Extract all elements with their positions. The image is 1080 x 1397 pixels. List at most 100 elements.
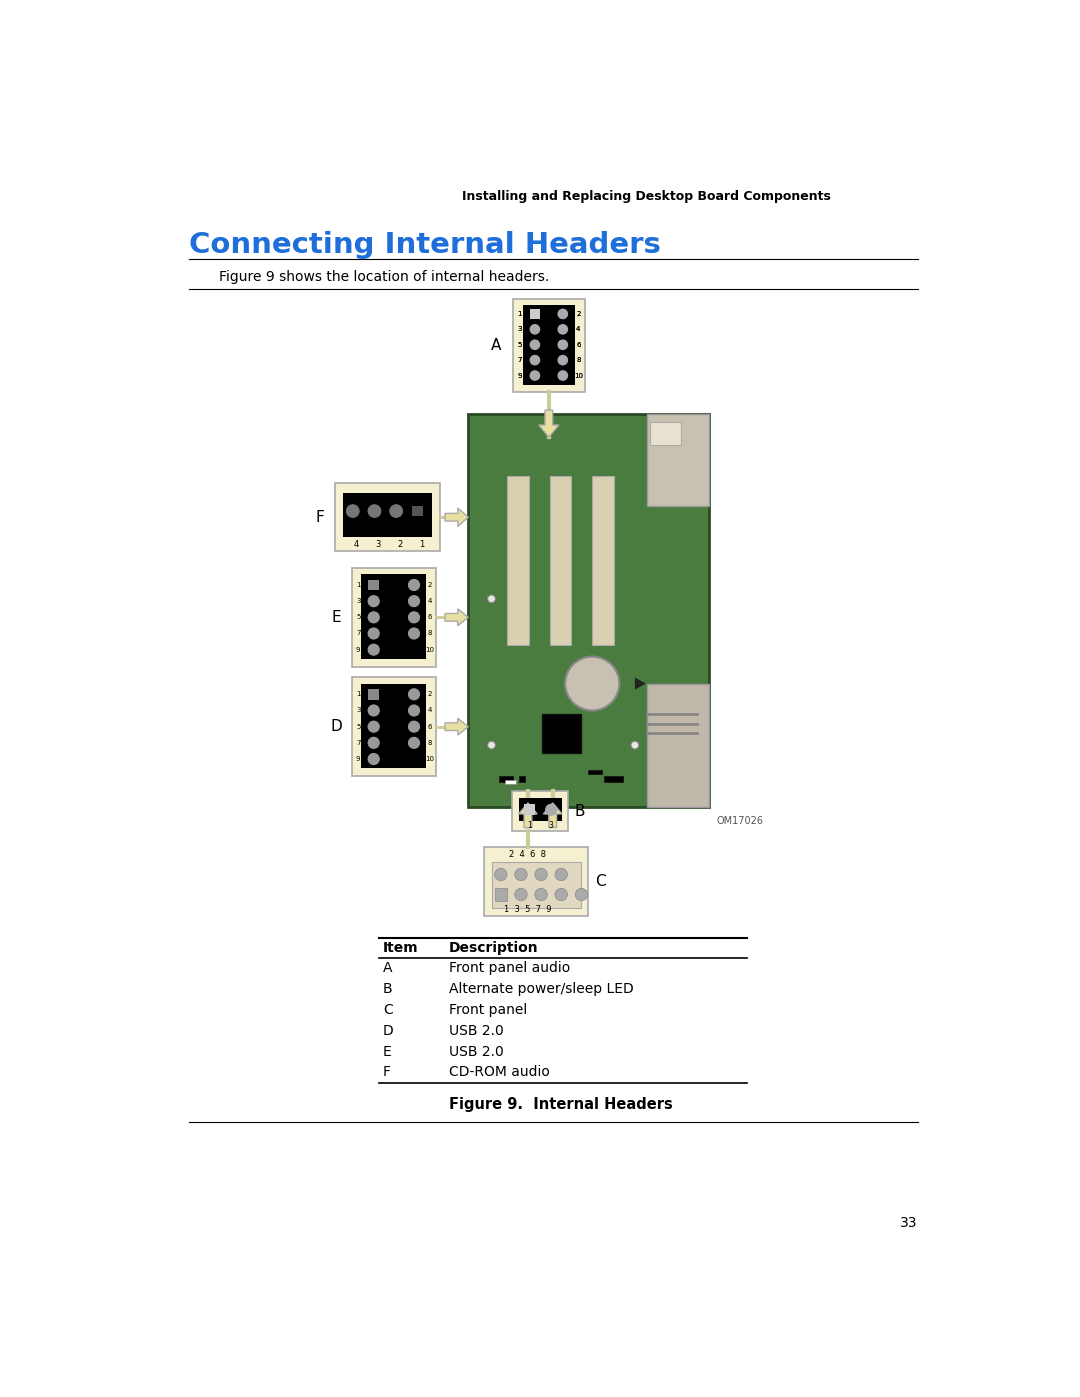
Bar [518, 798, 562, 820]
Text: 5: 5 [356, 724, 361, 729]
Text: 3: 3 [356, 598, 361, 604]
Text: 3: 3 [376, 541, 381, 549]
Text: 10: 10 [426, 756, 434, 761]
Circle shape [530, 372, 540, 380]
Text: 10: 10 [573, 373, 583, 379]
Text: USB 2.0: USB 2.0 [449, 1024, 503, 1038]
Bar [530, 309, 540, 319]
Bar [589, 770, 603, 774]
Circle shape [488, 742, 496, 749]
Text: 8: 8 [428, 630, 432, 637]
Text: 8: 8 [428, 740, 432, 746]
Text: 6: 6 [428, 615, 432, 620]
Bar [592, 475, 613, 645]
Text: CD-ROM audio: CD-ROM audio [449, 1066, 550, 1080]
Text: Alternate power/sleep LED: Alternate power/sleep LED [449, 982, 634, 996]
Text: 8: 8 [576, 358, 581, 363]
Bar [647, 683, 708, 806]
Text: 9: 9 [356, 647, 361, 652]
Text: 7: 7 [517, 358, 522, 363]
Text: 4: 4 [354, 541, 360, 549]
Text: 2  4  6  8: 2 4 6 8 [510, 849, 546, 859]
Bar [512, 791, 568, 831]
Text: Figure 9 shows the location of internal headers.: Figure 9 shows the location of internal … [218, 270, 549, 284]
Bar [650, 422, 681, 444]
Text: 3: 3 [517, 327, 522, 332]
Circle shape [408, 580, 419, 591]
Circle shape [408, 595, 419, 606]
Text: 1: 1 [527, 821, 531, 830]
Text: 9: 9 [356, 756, 361, 761]
Circle shape [515, 869, 527, 880]
Text: 6: 6 [576, 342, 581, 348]
Text: 9: 9 [517, 373, 522, 379]
Text: 1: 1 [419, 541, 424, 549]
Circle shape [530, 339, 540, 349]
Text: 6: 6 [576, 342, 581, 348]
Bar [491, 862, 581, 908]
Circle shape [368, 721, 379, 732]
Text: 1: 1 [356, 692, 361, 697]
Text: 5: 5 [517, 342, 522, 348]
Text: 6: 6 [428, 724, 432, 729]
Text: 2: 2 [428, 583, 432, 588]
Bar [484, 847, 589, 916]
Bar [513, 299, 584, 393]
Text: F: F [315, 510, 324, 525]
Text: A: A [383, 961, 392, 975]
Bar [499, 775, 513, 782]
Circle shape [408, 738, 419, 749]
Polygon shape [445, 609, 469, 626]
Text: 2: 2 [397, 541, 403, 549]
Text: Figure 9.  Internal Headers: Figure 9. Internal Headers [449, 1097, 673, 1112]
Circle shape [368, 738, 379, 749]
Text: 2: 2 [576, 312, 580, 317]
Bar [362, 574, 427, 659]
Circle shape [408, 689, 419, 700]
Bar [368, 580, 379, 591]
Text: E: E [383, 1045, 392, 1059]
Bar [505, 780, 516, 784]
Text: 4: 4 [428, 598, 432, 604]
Text: C: C [595, 875, 605, 888]
Circle shape [368, 612, 379, 623]
Text: 33: 33 [901, 1215, 918, 1229]
Circle shape [558, 355, 567, 365]
Text: 3: 3 [517, 327, 522, 332]
Polygon shape [445, 509, 469, 527]
Text: 4: 4 [428, 707, 432, 714]
Text: 1: 1 [517, 312, 522, 317]
Text: Front panel: Front panel [449, 1003, 527, 1017]
Text: USB 2.0: USB 2.0 [449, 1045, 503, 1059]
Circle shape [488, 595, 496, 602]
Bar [518, 775, 525, 782]
Bar [523, 305, 576, 384]
Text: 9: 9 [517, 373, 522, 379]
Circle shape [555, 888, 567, 901]
Text: 10: 10 [573, 373, 583, 379]
Text: 4: 4 [576, 327, 580, 332]
Text: 1  3  5  7  9: 1 3 5 7 9 [504, 905, 552, 915]
Circle shape [408, 721, 419, 732]
Circle shape [535, 869, 548, 880]
Circle shape [368, 644, 379, 655]
Circle shape [535, 888, 548, 901]
Text: 10: 10 [426, 647, 434, 652]
Text: Installing and Replacing Desktop Board Components: Installing and Replacing Desktop Board C… [462, 190, 831, 204]
Bar [647, 414, 708, 507]
Bar [335, 483, 440, 550]
Bar [352, 678, 435, 775]
Text: 7: 7 [356, 630, 361, 637]
Circle shape [368, 705, 379, 715]
Text: D: D [383, 1024, 394, 1038]
Text: F: F [383, 1066, 391, 1080]
Circle shape [631, 742, 638, 749]
Text: Description: Description [449, 940, 539, 954]
Text: A: A [491, 338, 501, 353]
Circle shape [555, 869, 567, 880]
Text: 1: 1 [356, 583, 361, 588]
Polygon shape [543, 803, 562, 827]
Circle shape [515, 888, 527, 901]
Circle shape [368, 595, 379, 606]
Bar [469, 414, 708, 806]
